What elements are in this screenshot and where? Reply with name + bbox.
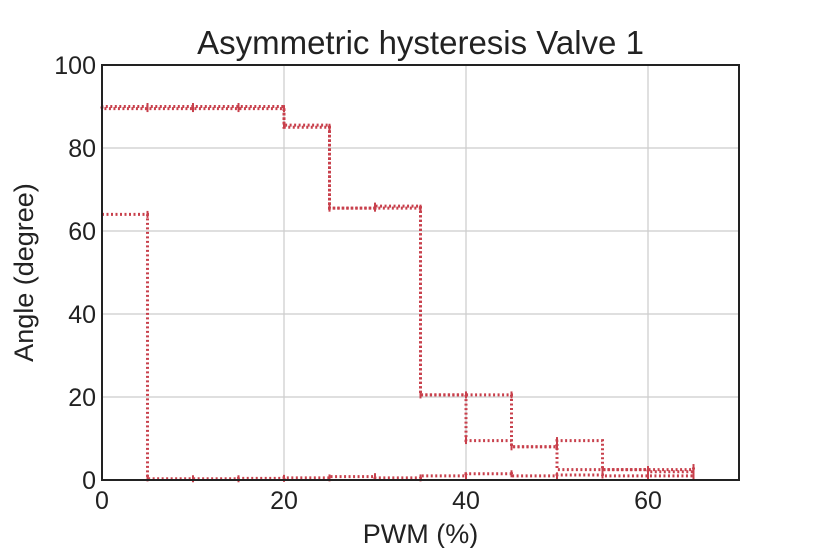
x-tick-label: 0 (95, 487, 109, 515)
y-tick-label: 20 (68, 384, 96, 412)
series-line-1 (102, 212, 694, 481)
tick-labels: 0 20 40 60 0 20 40 60 80 100 (54, 52, 662, 515)
y-tick-label: 0 (82, 467, 96, 495)
x-tick-label: 20 (270, 487, 298, 515)
plot-frame (101, 64, 740, 481)
y-tick-label: 100 (54, 52, 96, 80)
chart-title: Asymmetric hysteresis Valve 1 (197, 24, 644, 61)
grid (101, 64, 739, 481)
x-axis-label: PWM (%) (363, 519, 478, 548)
series-line-3 (102, 105, 695, 472)
y-tick-label: 80 (68, 135, 96, 163)
x-tick-label: 40 (452, 487, 480, 515)
y-tick-label: 40 (68, 301, 96, 329)
y-axis-label: Angle (degree) (9, 183, 39, 362)
y-tick-label: 60 (68, 218, 96, 246)
series-layer (100, 103, 695, 483)
series-line-2 (100, 106, 694, 474)
x-tick-label: 60 (634, 487, 662, 515)
